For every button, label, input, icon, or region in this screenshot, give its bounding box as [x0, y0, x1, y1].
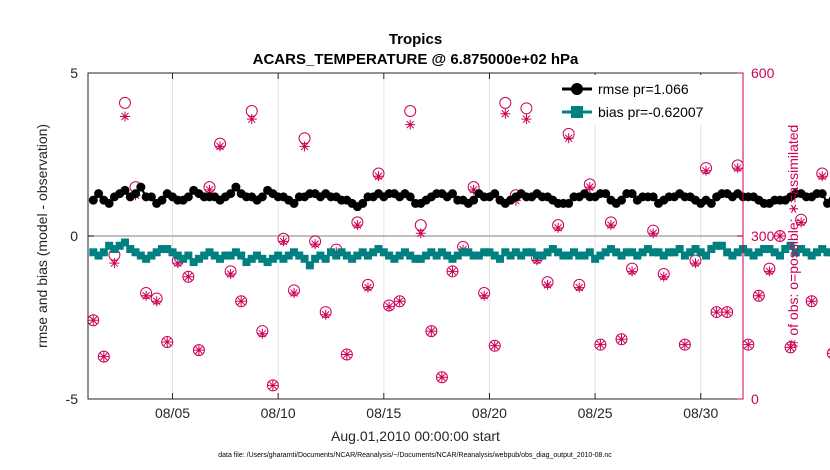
- x-tick-label: 08/15: [366, 405, 401, 421]
- assimilated-obs-marker: [701, 166, 711, 176]
- assimilated-obs-marker: [109, 258, 119, 268]
- assimilated-obs-marker: [120, 111, 130, 121]
- assimilated-obs-marker: [88, 315, 98, 325]
- assimilated-obs-marker: [500, 109, 510, 119]
- assimilated-obs-marker: [553, 223, 563, 233]
- assimilated-obs-marker: [300, 141, 310, 151]
- assimilated-obs-marker: [595, 340, 605, 350]
- y-right-tick-label: 0: [751, 391, 759, 407]
- legend-bias-marker: [571, 106, 583, 118]
- assimilated-obs-marker: [775, 231, 785, 241]
- y-left-tick-label: 5: [70, 65, 78, 81]
- assimilated-obs-marker: [543, 280, 553, 290]
- assimilated-obs-marker: [490, 341, 500, 351]
- rmse-point: [818, 189, 827, 198]
- x-tick-label: 08/25: [578, 405, 613, 421]
- y-right-tick-label: 300: [751, 228, 775, 244]
- assimilated-obs-marker: [722, 307, 732, 317]
- assimilated-obs-marker: [99, 352, 109, 362]
- x-tick-label: 08/05: [155, 405, 190, 421]
- assimilated-obs-marker: [363, 283, 373, 293]
- assimilated-obs-marker: [617, 334, 627, 344]
- rmse-point: [136, 183, 145, 192]
- x-tick-label: 08/30: [683, 405, 718, 421]
- assimilated-obs-marker: [374, 171, 384, 181]
- x-tick-label: 08/10: [261, 405, 296, 421]
- assimilated-obs-marker: [384, 302, 394, 312]
- assimilated-obs-marker: [817, 171, 827, 181]
- chart-subtitle: ACARS_TEMPERATURE @ 6.875000e+02 hPa: [253, 51, 579, 68]
- assimilated-obs-marker: [743, 340, 753, 350]
- legend-rmse-marker: [571, 83, 583, 95]
- assimilated-obs-marker: [659, 272, 669, 282]
- legend: rmse pr=1.066 bias pr=-0.62007: [560, 75, 740, 125]
- assimilated-obs-marker: [152, 296, 162, 306]
- assimilated-obs-marker: [257, 329, 267, 339]
- assimilated-obs-marker: [648, 228, 658, 238]
- assimilated-obs-marker: [764, 266, 774, 276]
- assimilated-obs-marker: [564, 133, 574, 143]
- assimilated-obs-marker: [183, 272, 193, 282]
- assimilated-obs-marker: [447, 266, 457, 276]
- assimilated-obs-marker: [162, 337, 172, 347]
- legend-rmse-label: rmse pr=1.066: [598, 81, 689, 97]
- assimilated-obs-marker: [690, 258, 700, 268]
- assimilated-obs-marker: [627, 266, 637, 276]
- assimilated-obs-marker: [278, 236, 288, 246]
- y-left-tick-label: 0: [70, 228, 78, 244]
- assimilated-obs-marker: [712, 307, 722, 317]
- y-left-tick-label: -5: [66, 391, 79, 407]
- assimilated-obs-marker: [247, 114, 257, 124]
- assimilated-obs-marker: [289, 288, 299, 298]
- assimilated-obs-marker: [352, 220, 362, 230]
- assimilated-obs-marker: [342, 349, 352, 359]
- assimilated-obs-marker: [574, 283, 584, 293]
- x-axis-label: Aug.01,2010 00:00:00 start: [331, 428, 500, 444]
- assimilated-obs-marker: [395, 296, 405, 306]
- assimilated-obs-marker: [606, 220, 616, 230]
- assimilated-obs-marker: [437, 372, 447, 382]
- assimilated-obs-marker: [680, 340, 690, 350]
- assimilated-obs-marker: [226, 269, 236, 279]
- x-tick-label: 08/20: [472, 405, 507, 421]
- assimilated-obs-marker: [521, 114, 531, 124]
- assimilated-obs-marker: [236, 296, 246, 306]
- assimilated-obs-marker: [426, 326, 436, 336]
- assimilated-obs-marker: [194, 345, 204, 355]
- assimilated-obs-marker: [754, 291, 764, 301]
- chart-root: 08/05 08/10 08/15 08/20 08/25 08/30 -5 0 5 0 300 60…: [0, 0, 830, 470]
- assimilated-obs-marker: [416, 228, 426, 238]
- y-right-tick-label: 600: [751, 65, 775, 81]
- legend-bias-label: bias pr=-0.62007: [598, 104, 704, 120]
- assimilated-obs-marker: [310, 239, 320, 249]
- y-axis-label-right: # of obs: o=possible; ∗=assimilated: [785, 125, 801, 348]
- assimilated-obs-marker: [733, 163, 743, 173]
- assimilated-obs-marker: [141, 291, 151, 301]
- assimilated-obs-marker: [807, 296, 817, 306]
- assimilated-obs-marker: [268, 380, 278, 390]
- assimilated-obs-marker: [215, 141, 225, 151]
- footer-data-file: data file: /Users/gharamti/Documents/NCA…: [218, 452, 612, 459]
- assimilated-obs-marker: [321, 310, 331, 320]
- assimilated-obs-marker: [479, 291, 489, 301]
- chart-title: Tropics: [389, 31, 442, 48]
- y-axis-label-left: rmse and bias (model - observation): [34, 124, 50, 348]
- chart-svg: 08/05 08/10 08/15 08/20 08/25 08/30 -5 0 5 0 300 60…: [0, 0, 830, 470]
